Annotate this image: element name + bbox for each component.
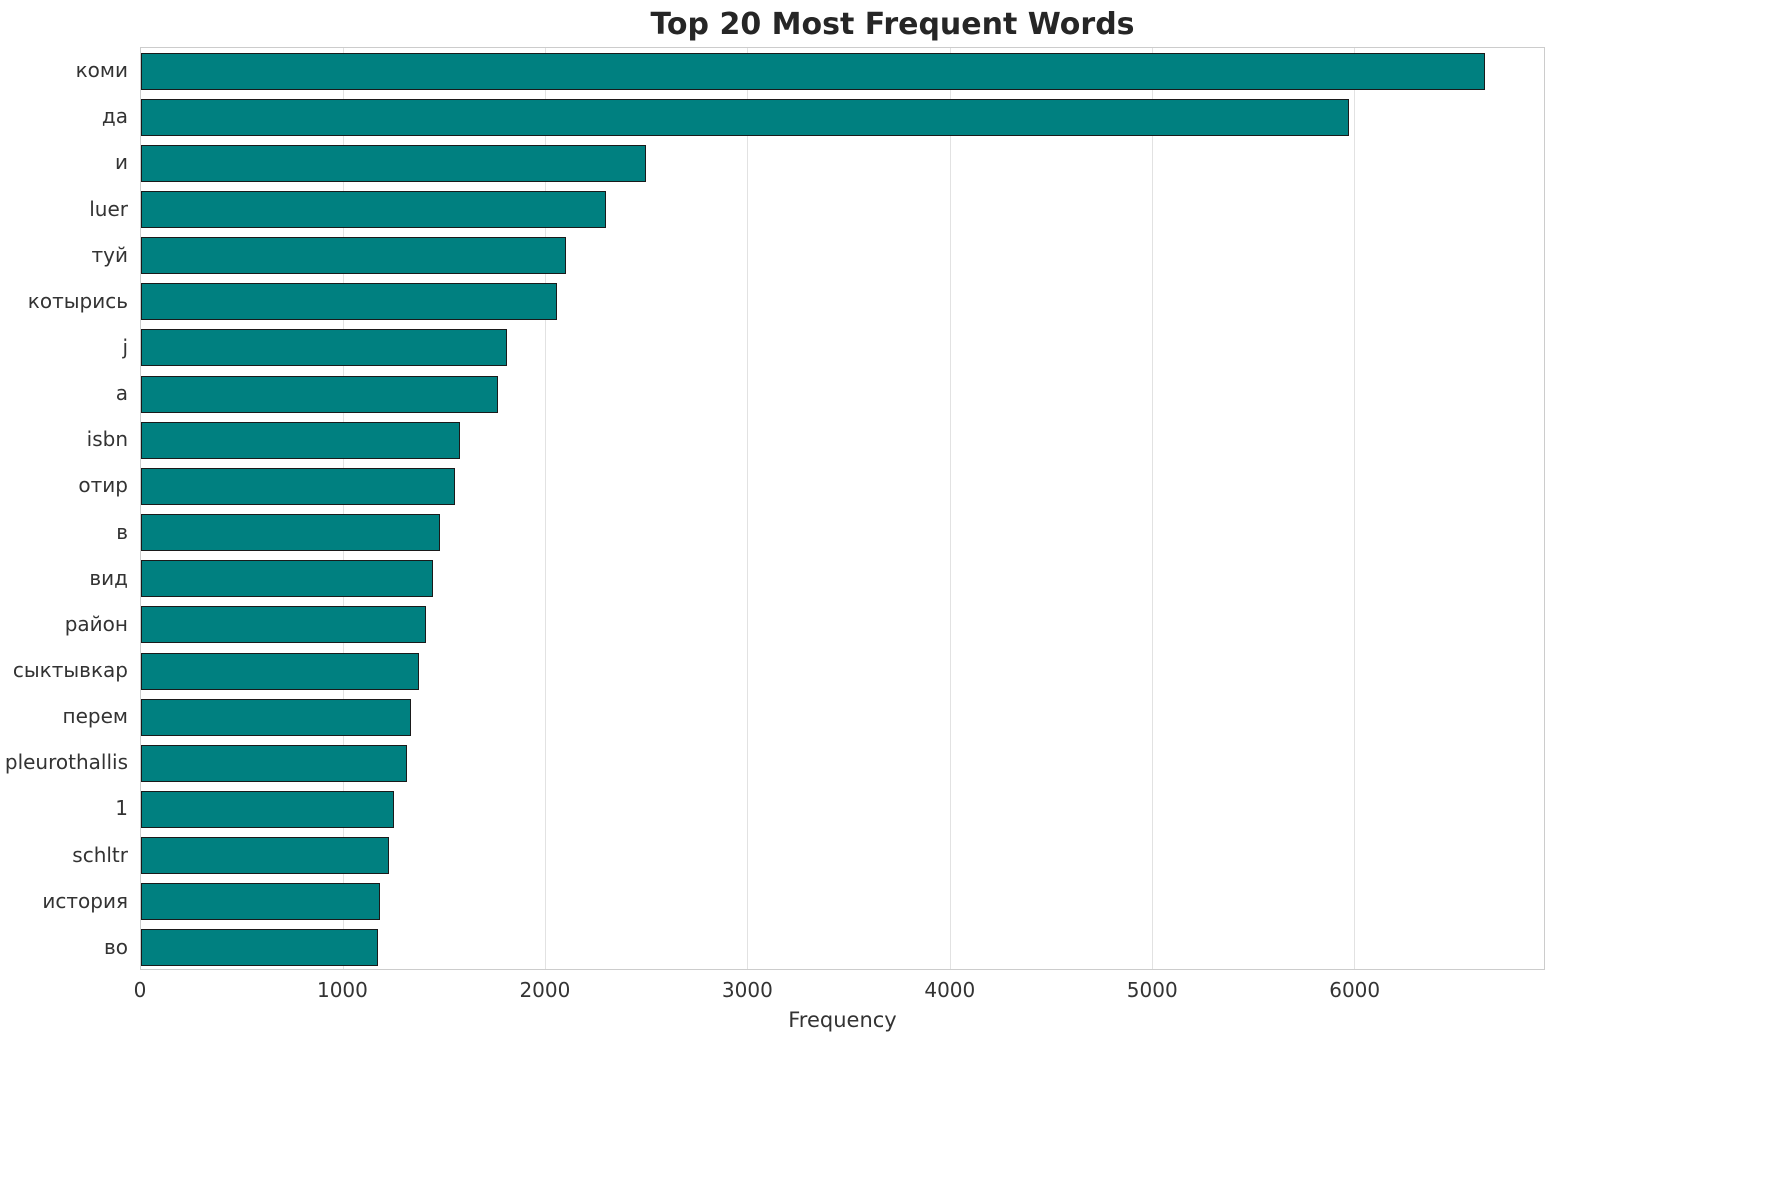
bar (141, 790, 394, 828)
bar (141, 606, 427, 644)
y-tick-label: luer (89, 196, 128, 221)
gridline (545, 48, 547, 969)
chart-title: Top 20 Most Frequent Words (650, 7, 1135, 42)
bar (141, 652, 419, 690)
y-tick-label: отир (78, 473, 128, 498)
y-tick-label: в (116, 519, 128, 544)
x-tick-label: 4000 (924, 978, 976, 1002)
y-tick-label: перем (62, 704, 128, 729)
x-tick-label: 0 (133, 978, 147, 1002)
bar (141, 144, 647, 182)
y-tick-label: котырись (27, 288, 128, 313)
bar (141, 375, 498, 413)
x-tick-label: 5000 (1126, 978, 1178, 1002)
y-tick-label: вид (89, 565, 128, 590)
y-tick-label: pleurothallis (4, 750, 128, 775)
bar (141, 191, 606, 229)
bar (141, 514, 441, 552)
y-tick-label: a (115, 381, 128, 406)
y-tick-label: j (122, 334, 128, 359)
bar (141, 283, 558, 321)
bar (141, 329, 507, 367)
bar (141, 837, 389, 875)
x-tick-label: 2000 (519, 978, 571, 1002)
y-tick-label: isbn (86, 427, 128, 452)
gridline (747, 48, 749, 969)
gridline (1151, 48, 1153, 969)
bar (141, 883, 380, 921)
y-tick-label: коми (75, 58, 128, 83)
y-axis-labels: коми да и luer туй котырись j a isbn отир в вид райо… (0, 47, 128, 970)
gridline (1353, 48, 1355, 969)
x-tick-label: 3000 (721, 978, 773, 1002)
gridline (949, 48, 951, 969)
bar (141, 52, 1486, 90)
bar (141, 467, 456, 505)
x-tick-label: 1000 (316, 978, 368, 1002)
bar (141, 98, 1349, 136)
x-axis-label: Frequency (788, 1008, 897, 1032)
bar (141, 560, 434, 598)
y-tick-label: туй (91, 242, 128, 267)
bar (141, 421, 461, 459)
y-tick-label: сыктывкар (12, 658, 128, 683)
y-tick-label: во (103, 934, 128, 959)
y-tick-label: история (42, 888, 128, 913)
y-tick-label: да (101, 104, 128, 129)
bar (141, 698, 411, 736)
x-tick-label: 6000 (1329, 978, 1381, 1002)
y-tick-label: 1 (115, 796, 128, 821)
y-tick-label: и (115, 150, 128, 175)
bar (141, 929, 378, 967)
bar (141, 744, 407, 782)
bar (141, 237, 566, 275)
y-tick-label: schltr (72, 842, 128, 867)
plot-area (140, 47, 1545, 970)
x-axis-ticks: 0 1000 2000 3000 4000 5000 6000 (134, 978, 1545, 1004)
gridline (343, 48, 345, 969)
y-tick-label: район (64, 611, 128, 636)
